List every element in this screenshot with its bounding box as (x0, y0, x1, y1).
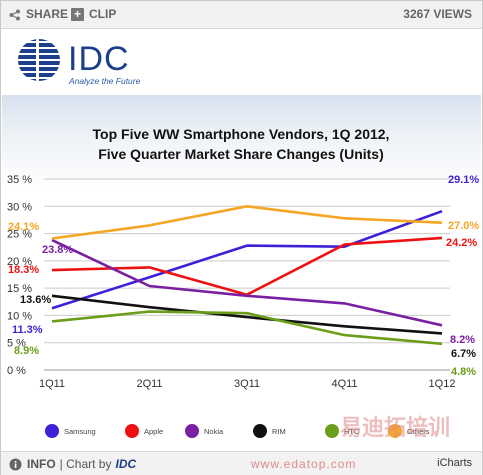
y-tick-label: 5 % (7, 338, 26, 350)
legend-swatch-samsung (45, 424, 59, 438)
top-toolbar: SHARE + CLIP 3267 VIEWS (1, 1, 482, 29)
share-label: SHARE (26, 7, 69, 21)
info-icon (9, 458, 22, 470)
end-value-label: 24.2% (446, 237, 477, 249)
share-button[interactable]: SHARE (9, 7, 68, 22)
clip-button[interactable]: + CLIP (71, 7, 116, 22)
watermark-url: www.edatop.com (251, 457, 357, 471)
end-value-label: 29.1% (448, 174, 479, 186)
series-line-htc (51, 310, 443, 346)
end-value-label: 27.0% (448, 220, 479, 232)
legend-label-others: Others (407, 427, 430, 436)
x-tick-label: 2Q11 (136, 378, 162, 390)
y-tick-label: 20 % (7, 256, 32, 268)
x-tick-label: 1Q11 (39, 378, 65, 390)
logo-tagline: Analyze the Future (68, 76, 141, 86)
watermark-cn: 易迪拓培训 (340, 415, 450, 440)
series-line-rim (51, 294, 443, 335)
start-value-label: 13.6% (20, 294, 51, 306)
start-value-label: 11.3% (12, 324, 43, 336)
start-value-label: 18.3% (8, 264, 39, 276)
legend-label-rim: RIM (272, 427, 286, 436)
legend-swatch-htc (325, 424, 339, 438)
line-chart: Top Five WW Smartphone Vendors, 1Q 2012,… (7, 126, 479, 440)
logo-name: IDC (68, 40, 130, 78)
end-value-label: 8.2% (450, 334, 475, 346)
y-tick-label: 35 % (7, 174, 32, 186)
bottom-bar: INFO | Chart by IDC www.edatop.com iChar… (1, 451, 482, 475)
legend-label-samsung: Samsung (64, 427, 96, 436)
chart-by-label: | Chart by (59, 457, 112, 471)
clip-label: CLIP (89, 7, 117, 21)
y-tick-label: 30 % (7, 201, 32, 213)
icharts-credit[interactable]: iCharts (437, 457, 472, 469)
start-value-label: 23.8% (42, 244, 73, 256)
chart-subtitle: Five Quarter Market Share Changes (Units… (98, 146, 384, 162)
y-tick-label: 0 % (7, 365, 26, 377)
legend-swatch-rim (253, 424, 267, 438)
chart-title: Top Five WW Smartphone Vendors, 1Q 2012, (93, 126, 390, 142)
y-tick-label: 25 % (7, 229, 32, 241)
start-value-label: 24.1% (8, 221, 39, 233)
x-tick-label: 3Q11 (234, 378, 260, 390)
end-value-label: 6.7% (451, 348, 476, 360)
series-line-others (51, 205, 443, 240)
logo-header: IDC Analyze the Future (2, 29, 481, 95)
y-tick-label: 15 % (7, 283, 32, 295)
info-label: INFO (27, 457, 56, 471)
chart-area: Top Five WW Smartphone Vendors, 1Q 2012,… (2, 95, 481, 450)
series-line-samsung (51, 209, 443, 310)
legend-label-apple: Apple (144, 427, 163, 436)
share-icon (9, 9, 20, 20)
legend-label-htc: HTC (344, 427, 360, 436)
series-line-nokia (51, 238, 443, 327)
legend-swatch-others (388, 424, 402, 438)
legend-label-nokia: Nokia (204, 427, 224, 436)
legend-swatch-apple (125, 424, 139, 438)
start-value-label: 8.9% (14, 345, 39, 357)
chart-by-name[interactable]: IDC (115, 457, 137, 471)
info-button[interactable]: INFO | Chart by IDC (9, 457, 136, 471)
x-tick-label: 1Q12 (429, 378, 456, 390)
view-count: 3267 VIEWS (403, 7, 472, 21)
y-tick-label: 10 % (7, 310, 32, 322)
x-tick-label: 4Q11 (331, 378, 357, 390)
end-value-label: 4.8% (451, 366, 476, 378)
legend-swatch-nokia (185, 424, 199, 438)
idc-globe-logo-icon (18, 39, 60, 81)
plus-icon: + (71, 8, 84, 21)
